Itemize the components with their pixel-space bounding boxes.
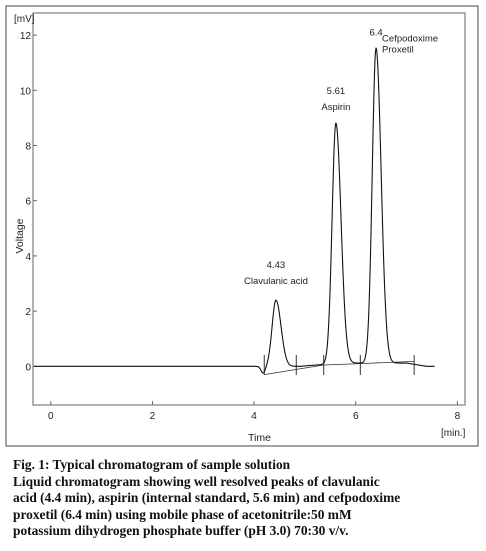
plot-frame [32, 12, 466, 406]
caption-line-1: Liquid chromatogram showing well resolve… [13, 473, 380, 489]
caption-title: Fig. 1: Typical chromatogram of sample s… [13, 457, 291, 472]
y-tick-label: 4 [25, 252, 31, 263]
caption-line-2: acid (4.4 min), aspirin (internal standa… [13, 490, 401, 506]
x-axis-label: Time [248, 432, 271, 444]
caption-line-3: proxetil (6.4 min) using mobile phase of… [13, 506, 352, 522]
y-tick-label: 2 [25, 307, 31, 318]
caption-line-4: potassium dihydrogen phosphate buffer (p… [13, 523, 349, 539]
y-tick-label: 10 [20, 86, 32, 97]
chromatogram-figure: [mV] [min.] Time Voltage 0 2 4 6 8 0 2 4 6 8 10 12 … [5, 5, 479, 447]
x-tick-label: 4 [251, 411, 257, 422]
axis-ticks: 0 2 4 6 8 0 2 4 6 8 10 12 [20, 31, 461, 422]
peak-rt-label: 5.61 [327, 86, 346, 97]
x-unit-label: [min.] [441, 428, 466, 439]
y-tick-label: 8 [25, 142, 31, 153]
figure-caption: Fig. 1: Typical chromatogram of sample s… [13, 457, 481, 540]
integration-baseline [264, 360, 415, 376]
chromatogram-trace [34, 47, 435, 374]
x-tick-label: 8 [455, 411, 461, 422]
y-tick-label: 6 [25, 197, 31, 208]
peak-name-label: Proxetil [382, 45, 414, 56]
y-axis-label: Voltage [14, 218, 26, 253]
peak-rt-label: 4.43 [267, 260, 286, 271]
peak-name-label: Cefpodoxime [382, 34, 438, 45]
chromatogram-chart: [mV] [min.] Time Voltage 0 2 4 6 8024681012 … [5, 5, 479, 447]
peak-rt-label: 6.4 [369, 28, 382, 39]
y-unit-label: [mV] [14, 14, 35, 25]
x-tick-label: 0 [48, 411, 54, 422]
x-tick-label: 2 [150, 411, 156, 422]
peak-labels: 4.43 Clavulanic acid 5.61 Aspirin 6.4Cefpodo… [244, 28, 438, 287]
y-tick-label: 0 [25, 362, 31, 373]
y-tick-label: 12 [20, 31, 32, 42]
peak-name-label: Clavulanic acid [244, 276, 308, 287]
x-tick-label: 6 [353, 411, 359, 422]
peak-name-label: Aspirin [321, 102, 350, 113]
figure-border [5, 5, 479, 447]
